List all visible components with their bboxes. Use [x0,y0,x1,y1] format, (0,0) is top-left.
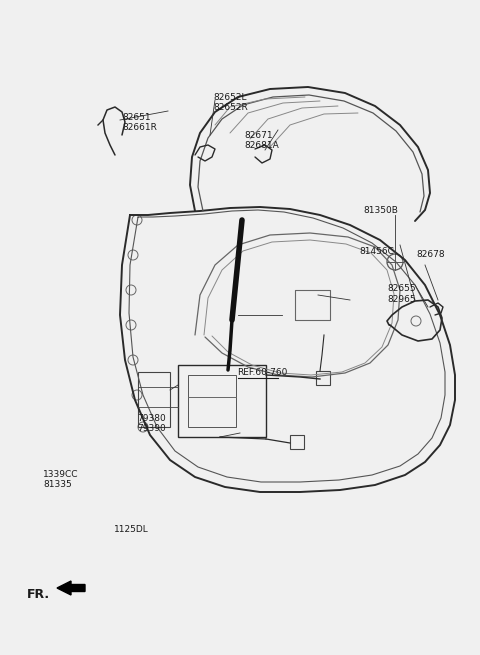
Text: FR.: FR. [26,588,49,601]
Bar [188,375,236,427]
Bar [138,372,170,427]
Text: 82651
82661R: 82651 82661R [122,113,157,132]
Text: 82671
82681A: 82671 82681A [245,131,279,151]
Text: 82652L
82652R: 82652L 82652R [214,93,248,113]
Text: 1339CC
81335: 1339CC 81335 [43,470,79,489]
Text: 82678: 82678 [417,250,445,259]
Text: 79380
79390: 79380 79390 [137,414,166,434]
FancyArrow shape [57,581,85,595]
Bar [290,435,304,449]
Bar [316,371,330,385]
Bar [178,365,266,437]
Text: REF.60-760: REF.60-760 [238,368,288,377]
Text: 1125DL: 1125DL [114,525,149,534]
Text: 82655
82965: 82655 82965 [388,284,417,304]
Text: 81456C: 81456C [359,247,394,256]
Text: 81350B: 81350B [364,206,399,215]
